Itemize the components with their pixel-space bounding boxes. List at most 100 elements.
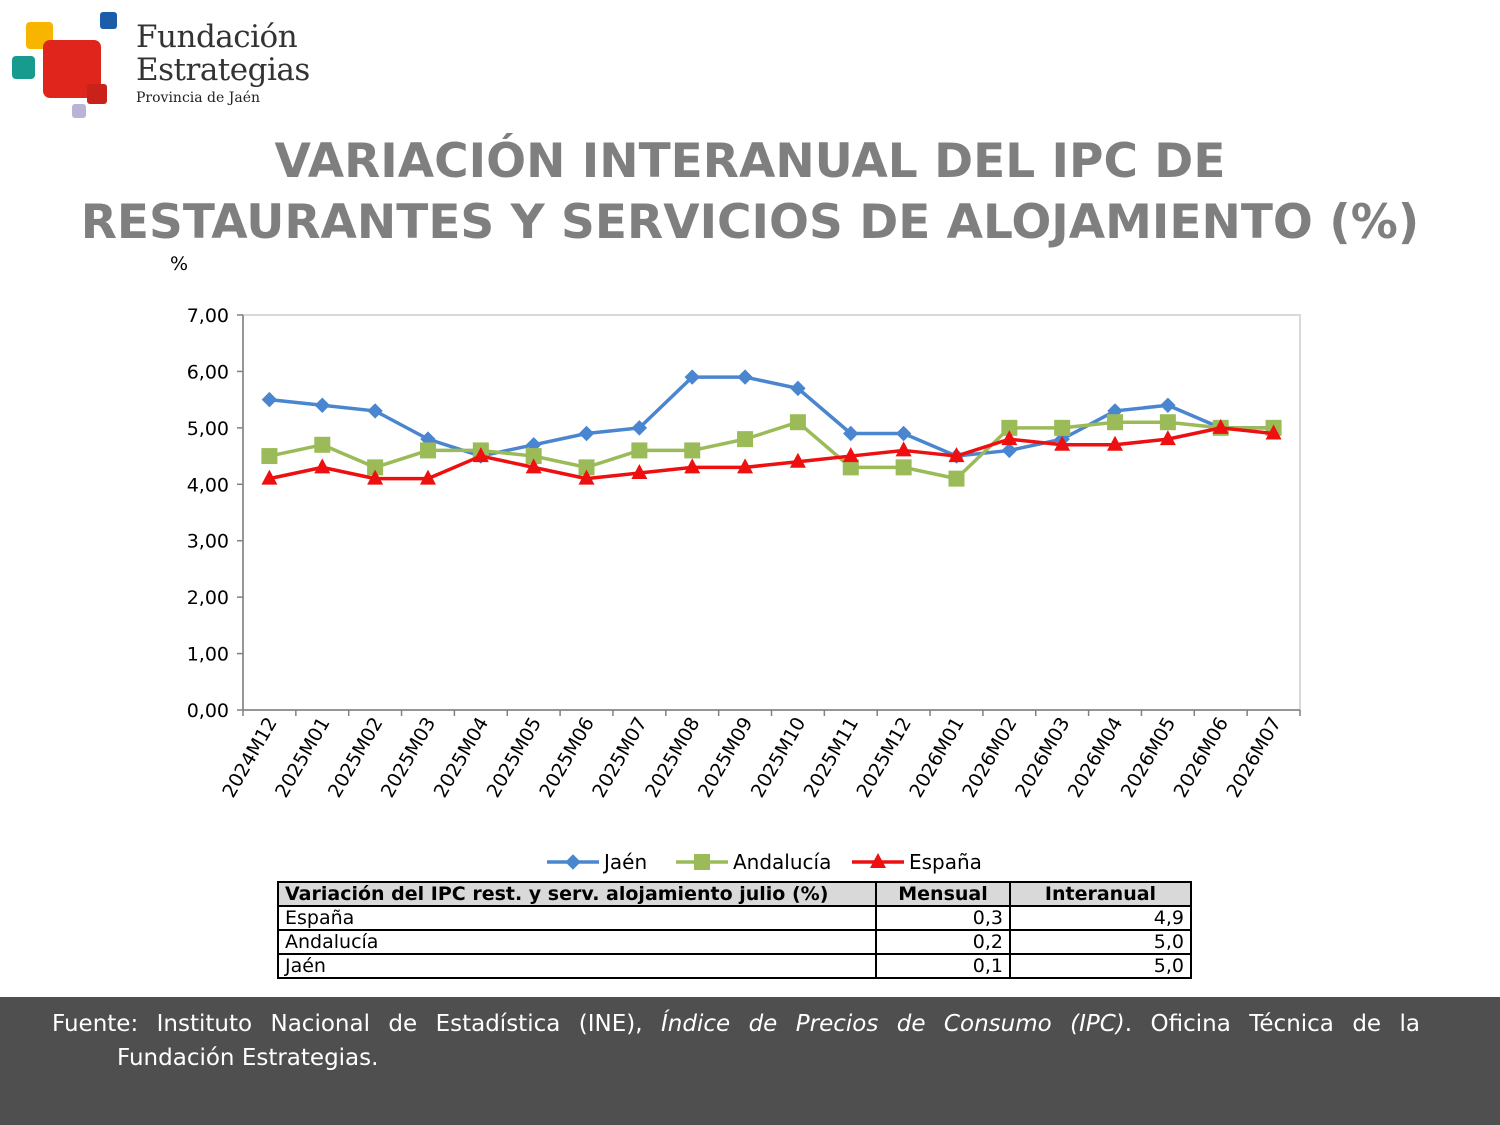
x-tick-label: 2026M07: [1222, 714, 1286, 802]
row-label: España: [277, 905, 877, 931]
legend-marker: [870, 853, 886, 868]
page-title-line2: RESTAURANTES Y SERVICIOS DE ALOJAMIENTO …: [80, 195, 1420, 250]
data-point: [419, 469, 436, 485]
data-point: [367, 403, 383, 419]
y-tick-label: 0,00: [187, 700, 229, 722]
logo-subline: Provincia de Jaén: [136, 90, 261, 106]
y-tick-label: 7,00: [187, 305, 229, 327]
data-point: [314, 458, 331, 474]
series-line-2: [269, 426, 1274, 481]
data-point: [1160, 397, 1176, 413]
logo-lilac-square: [72, 104, 86, 118]
data-point: [1054, 435, 1071, 451]
source-footer: Fuente: Instituto Nacional de Estadístic…: [0, 997, 1500, 1125]
data-point: [737, 431, 754, 448]
logo-teal-square: [12, 56, 35, 79]
data-point: [314, 397, 330, 413]
source-italic: Índice de Precios de Consumo (IPC): [660, 1011, 1125, 1037]
table-row: Andalucía 0,2 5,0: [277, 929, 1192, 955]
legend-label: Jaén: [602, 850, 647, 874]
table-row: Jaén 0,1 5,0: [277, 953, 1192, 979]
legend-label: España: [909, 850, 982, 874]
data-point: [578, 425, 595, 442]
logo-darkred-square: [87, 84, 107, 104]
row-mensual: 0,2: [875, 929, 1011, 955]
row-label: Jaén: [277, 953, 877, 979]
line-chart: 0,001,002,003,004,005,006,007,00%2024M12…: [170, 253, 1301, 874]
brand-logo: Fundación Estrategias Provincia de Jaén: [10, 10, 330, 125]
data-point: [367, 459, 384, 476]
source-suffix: . Oficina Técnica de la: [1124, 1011, 1421, 1037]
row-interanual: 5,0: [1009, 929, 1192, 955]
data-point: [367, 469, 384, 485]
y-tick-label: 5,00: [187, 418, 229, 440]
logo-name-line2: Estrategias: [136, 52, 310, 88]
data-point: [1107, 414, 1124, 431]
data-point: [578, 469, 595, 485]
data-point: [789, 452, 806, 468]
row-label: Andalucía: [277, 929, 877, 955]
source-text-line1: Fuente: Instituto Nacional de Estadístic…: [52, 1007, 1420, 1041]
data-point: [1001, 442, 1018, 459]
data-point: [631, 420, 648, 436]
page-title-line1: VARIACIÓN INTERANUAL DEL IPC DE: [274, 134, 1226, 189]
data-point: [737, 458, 754, 474]
data-point: [1107, 435, 1124, 451]
y-axis-label: %: [170, 253, 188, 275]
legend-marker: [565, 854, 581, 870]
source-text-line2: Fundación Estrategias.: [117, 1045, 379, 1071]
data-point: [631, 442, 648, 459]
data-point: [1265, 424, 1282, 440]
logo-name-line1: Fundación: [136, 19, 298, 55]
table-header-mensual: Mensual: [875, 881, 1011, 907]
data-point: [684, 442, 701, 459]
data-point: [1159, 414, 1176, 431]
data-point: [842, 459, 859, 476]
data-point: [895, 425, 912, 442]
summary-table: Variación del IPC rest. y serv. alojamie…: [277, 881, 1192, 979]
data-point: [948, 447, 965, 463]
data-point: [790, 380, 806, 397]
row-interanual: 4,9: [1009, 905, 1192, 931]
row-mensual: 0,3: [875, 905, 1011, 931]
data-point: [419, 442, 436, 459]
data-point: [737, 369, 753, 385]
series-line-0: [269, 375, 1274, 458]
row-interanual: 5,0: [1009, 953, 1192, 979]
data-point: [525, 458, 542, 474]
logo-blue-square: [100, 12, 117, 29]
data-point: [843, 425, 859, 442]
data-point: [261, 469, 278, 485]
data-point: [1054, 419, 1071, 436]
data-point: [948, 470, 965, 487]
legend-marker: [694, 854, 710, 870]
table-header-row: Variación del IPC rest. y serv. alojamie…: [277, 881, 1192, 907]
series-line-1: [269, 420, 1274, 481]
row-mensual: 0,1: [875, 953, 1011, 979]
plot-area: [242, 314, 1301, 711]
table-row: España 0,3 4,9: [277, 905, 1192, 931]
table-header-label: Variación del IPC rest. y serv. alojamie…: [277, 881, 877, 907]
data-point: [1212, 418, 1229, 434]
data-point: [525, 448, 542, 465]
data-point: [631, 464, 648, 479]
y-tick-label: 1,00: [187, 644, 229, 666]
data-point: [261, 448, 278, 465]
data-point: [895, 459, 912, 476]
source-prefix: Fuente: Instituto Nacional de Estadístic…: [52, 1011, 661, 1037]
data-point: [1159, 430, 1176, 446]
y-tick-label: 6,00: [187, 361, 229, 383]
data-point: [895, 441, 912, 457]
data-point: [684, 458, 701, 474]
data-point: [261, 391, 278, 408]
data-point: [684, 369, 700, 385]
data-point: [314, 436, 331, 453]
y-tick-label: 4,00: [187, 474, 229, 496]
data-point: [1001, 430, 1018, 446]
data-point: [789, 414, 806, 431]
data-point: [472, 447, 489, 463]
data-point: [578, 459, 595, 476]
table-header-interanual: Interanual: [1009, 881, 1192, 907]
data-point: [842, 447, 859, 463]
y-tick-label: 3,00: [187, 531, 229, 553]
